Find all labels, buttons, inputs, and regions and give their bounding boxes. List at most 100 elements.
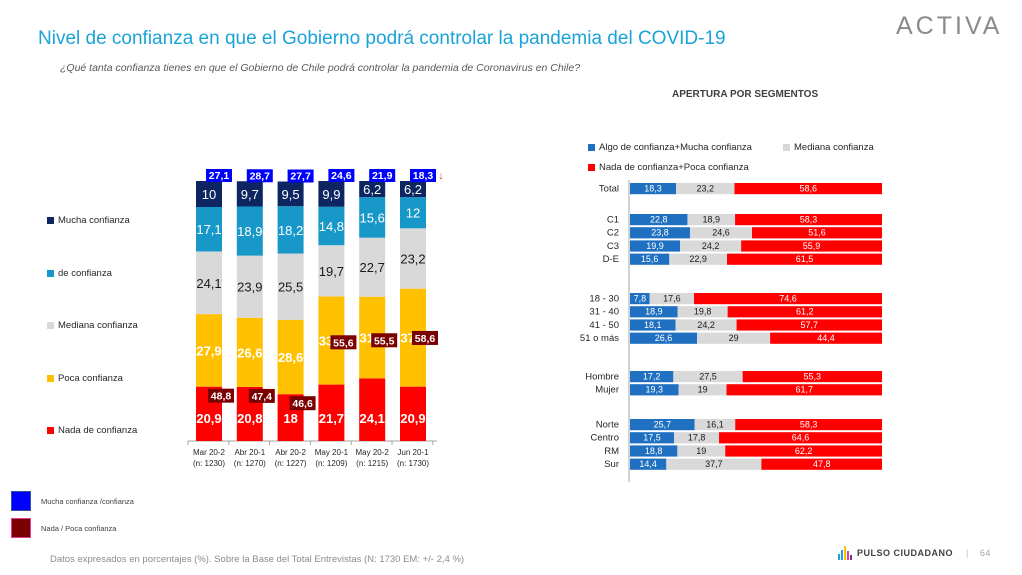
legend-item-de: de confianza: [47, 268, 112, 279]
bar-segment-mediana: [400, 228, 426, 289]
segment-bar-positive: [630, 458, 667, 470]
negative-total-value: 55,6: [333, 337, 354, 349]
bar-label-de: 15,6: [360, 210, 385, 225]
segment-bar-positive: [630, 214, 688, 226]
row-label: RM: [604, 446, 619, 457]
bar-segment-mucha: [318, 181, 345, 207]
legend-swatch: [11, 491, 31, 511]
bar-label-poca: 26,6: [237, 345, 262, 360]
bar-segment-mucha: [196, 181, 222, 207]
bar-label-de: 18,9: [237, 224, 262, 239]
segment-bar-negative: [727, 253, 882, 265]
bar-label-mediana: 24,1: [196, 276, 221, 291]
legend-swatch: [588, 144, 595, 151]
segment-value-label: 19: [698, 385, 708, 395]
legend-swatch: [47, 427, 54, 434]
bar-segment-de: [277, 206, 304, 254]
negative-total-box: [371, 333, 398, 348]
pulso-logo-icon: [838, 546, 852, 560]
bar-label-mucha: 9,9: [322, 187, 340, 202]
x-sample-size: (n: 1270): [234, 459, 266, 468]
segment-bar-negative: [736, 319, 882, 331]
segment-bar-positive: [630, 240, 681, 252]
row-label: C2: [607, 228, 619, 239]
bar-segment-mucha: [400, 181, 426, 198]
segment-value-label: 18,3: [644, 184, 662, 194]
legend-item-mediana: Mediana confianza: [47, 320, 138, 331]
bar-segment-mediana: [277, 253, 304, 320]
segment-bar-positive: [630, 319, 676, 331]
segment-bar-mediana: [694, 419, 736, 431]
segment-bar-negative: [735, 214, 882, 226]
segments-title: APERTURA POR SEGMENTOS: [672, 89, 819, 100]
bar-label-mediana: 23,9: [237, 280, 262, 295]
bar-segment-de: [196, 207, 222, 252]
row-label: Sur: [604, 459, 619, 470]
segment-value-label: 64,6: [792, 433, 810, 443]
legend-label: Algo de confianza+Mucha confianza: [599, 142, 752, 153]
row-label: C3: [607, 241, 619, 252]
segment-bar-mediana: [674, 432, 720, 444]
bar-label-nada: 18: [283, 411, 297, 426]
negative-total-box: [248, 388, 275, 403]
segment-bar-mediana: [649, 293, 695, 305]
segment-value-label: 17,2: [643, 372, 661, 382]
negative-total-value: 58,6: [415, 333, 436, 345]
segment-value-label: 44,4: [817, 333, 835, 343]
segment-value-label: 22,9: [689, 254, 707, 264]
activa-logo: ACTIVA: [896, 12, 1003, 40]
positive-total-value: 21,9: [372, 170, 393, 182]
segment-value-label: 19,3: [646, 385, 664, 395]
x-tick-label: Abr 20-2: [275, 448, 306, 457]
segment-value-label: 17,6: [663, 294, 681, 304]
segment-value-label: 17,5: [643, 433, 661, 443]
segment-value-label: 7,8: [634, 294, 647, 304]
bar-label-nada: 20,9: [196, 411, 221, 426]
segment-value-label: 16,1: [706, 420, 724, 430]
segment-bar-negative: [734, 183, 882, 195]
segment-value-label: 37,7: [705, 459, 723, 469]
x-tick-label: Abr 20-1: [234, 448, 265, 457]
segment-bar-mediana: [689, 227, 752, 239]
row-label: D-E: [603, 254, 619, 265]
negative-total-label: 55,5: [371, 333, 398, 348]
page-title: Nivel de confianza en que el Gobierno po…: [38, 28, 726, 49]
segment-value-label: 61,7: [795, 385, 813, 395]
row-label: Mujer: [595, 385, 619, 396]
positive-total-label: 24,6: [328, 169, 355, 182]
bar-label-mucha: 6,2: [363, 182, 381, 197]
bar-segment-de: [236, 206, 263, 256]
segment-bar-mediana: [673, 371, 743, 383]
positive-total-value: 18,3: [413, 170, 434, 182]
segment-value-label: 58,6: [799, 184, 817, 194]
negative-total-value: 47,4: [252, 391, 273, 403]
brand-footer: PULSO CIUDADANO | 64: [838, 546, 991, 560]
segment-value-label: 24,6: [712, 228, 730, 238]
x-tick-label: Mar 20-2: [193, 448, 226, 457]
bar-segment-poca: [196, 314, 222, 387]
bar-segment-poca: [359, 296, 386, 379]
positive-total-box: [369, 169, 396, 182]
legend-item-poca: Poca confianza: [47, 373, 123, 384]
bar-segment-poca: [277, 319, 304, 395]
segment-value-label: 19,9: [646, 241, 664, 251]
legend-label: Nada de confianza: [58, 425, 138, 436]
bar-segment-mucha: [359, 181, 386, 198]
bar-label-mediana: 23,2: [400, 251, 425, 266]
positive-total-value: 27,7: [290, 171, 311, 183]
segment-bar-negative: [751, 227, 882, 239]
x-tick-label: Jun 20-1: [397, 448, 429, 457]
segment-bar-mediana: [669, 253, 728, 265]
segment-bar-negative: [770, 332, 882, 344]
segment-value-label: 55,3: [804, 372, 822, 382]
positive-total-label: 27,7: [287, 169, 314, 183]
legend-item-nada: Nada de confianza: [47, 425, 137, 436]
segment-bar-negative: [694, 293, 882, 305]
bar-label-mucha: 9,7: [241, 187, 259, 202]
positive-total-box: [410, 169, 436, 182]
bar-segment-mediana: [236, 255, 263, 318]
segment-value-label: 23,8: [651, 228, 669, 238]
footnote: Datos expresados en porcentajes (%). Sob…: [50, 554, 465, 565]
bar-label-mediana: 22,7: [360, 260, 385, 275]
